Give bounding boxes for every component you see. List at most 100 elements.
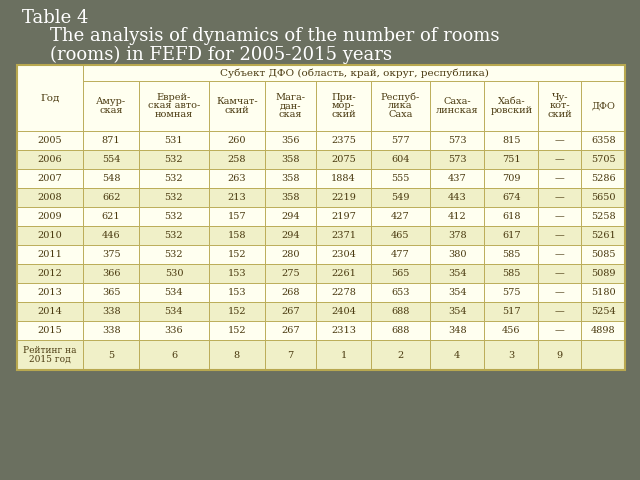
- Text: 577: 577: [391, 136, 410, 145]
- Text: 2006: 2006: [38, 155, 62, 164]
- FancyBboxPatch shape: [265, 245, 316, 264]
- Text: 153: 153: [227, 269, 246, 278]
- FancyBboxPatch shape: [316, 169, 371, 188]
- FancyBboxPatch shape: [484, 150, 538, 169]
- FancyBboxPatch shape: [209, 169, 265, 188]
- FancyBboxPatch shape: [538, 302, 581, 321]
- Text: 5: 5: [108, 350, 114, 360]
- FancyBboxPatch shape: [83, 321, 140, 340]
- FancyBboxPatch shape: [140, 131, 209, 150]
- Text: 2013: 2013: [38, 288, 63, 297]
- FancyBboxPatch shape: [484, 321, 538, 340]
- FancyBboxPatch shape: [140, 207, 209, 226]
- Text: 709: 709: [502, 174, 520, 183]
- Text: Год: Год: [40, 94, 60, 103]
- Text: 5258: 5258: [591, 212, 616, 221]
- FancyBboxPatch shape: [371, 283, 430, 302]
- FancyBboxPatch shape: [209, 207, 265, 226]
- Text: 2011: 2011: [38, 250, 63, 259]
- FancyBboxPatch shape: [484, 283, 538, 302]
- Text: 2007: 2007: [38, 174, 63, 183]
- Text: 157: 157: [227, 212, 246, 221]
- FancyBboxPatch shape: [538, 81, 581, 131]
- FancyBboxPatch shape: [83, 131, 140, 150]
- FancyBboxPatch shape: [209, 283, 265, 302]
- FancyBboxPatch shape: [316, 302, 371, 321]
- Text: 532: 532: [164, 231, 183, 240]
- Text: 2371: 2371: [331, 231, 356, 240]
- Text: 871: 871: [102, 136, 120, 145]
- FancyBboxPatch shape: [371, 302, 430, 321]
- FancyBboxPatch shape: [484, 264, 538, 283]
- Text: 338: 338: [102, 326, 120, 335]
- Text: Респуб-: Респуб-: [381, 93, 420, 102]
- Text: 3: 3: [508, 350, 515, 360]
- Text: 375: 375: [102, 250, 120, 259]
- FancyBboxPatch shape: [371, 226, 430, 245]
- Text: 5650: 5650: [591, 193, 616, 202]
- Text: 260: 260: [227, 136, 246, 145]
- FancyBboxPatch shape: [265, 283, 316, 302]
- Text: 354: 354: [448, 288, 467, 297]
- FancyBboxPatch shape: [484, 340, 538, 370]
- FancyBboxPatch shape: [17, 283, 83, 302]
- Text: 294: 294: [282, 231, 300, 240]
- Text: ская: ская: [99, 106, 123, 115]
- FancyBboxPatch shape: [430, 81, 484, 131]
- FancyBboxPatch shape: [316, 226, 371, 245]
- Text: 380: 380: [448, 250, 467, 259]
- Text: 534: 534: [164, 288, 183, 297]
- FancyBboxPatch shape: [371, 321, 430, 340]
- Text: кот-: кот-: [550, 101, 570, 110]
- Text: —: —: [555, 288, 564, 297]
- FancyBboxPatch shape: [484, 207, 538, 226]
- Text: Камчат-: Камчат-: [216, 97, 257, 106]
- FancyBboxPatch shape: [83, 81, 140, 131]
- Text: 815: 815: [502, 136, 520, 145]
- Text: 267: 267: [282, 326, 300, 335]
- FancyBboxPatch shape: [538, 131, 581, 150]
- FancyBboxPatch shape: [430, 340, 484, 370]
- FancyBboxPatch shape: [140, 169, 209, 188]
- FancyBboxPatch shape: [140, 245, 209, 264]
- FancyBboxPatch shape: [83, 245, 140, 264]
- Text: —: —: [555, 212, 564, 221]
- FancyBboxPatch shape: [430, 169, 484, 188]
- Text: Амур-: Амур-: [96, 97, 126, 106]
- Text: 573: 573: [448, 155, 467, 164]
- Text: 688: 688: [391, 307, 410, 316]
- FancyBboxPatch shape: [83, 150, 140, 169]
- FancyBboxPatch shape: [371, 81, 430, 131]
- Text: 275: 275: [282, 269, 300, 278]
- Text: 6: 6: [171, 350, 177, 360]
- FancyBboxPatch shape: [538, 340, 581, 370]
- FancyBboxPatch shape: [83, 226, 140, 245]
- Text: 8: 8: [234, 350, 240, 360]
- Text: 532: 532: [164, 250, 183, 259]
- Text: 534: 534: [164, 307, 183, 316]
- FancyBboxPatch shape: [316, 340, 371, 370]
- FancyBboxPatch shape: [209, 150, 265, 169]
- Text: Мага-: Мага-: [276, 93, 306, 102]
- Text: 662: 662: [102, 193, 120, 202]
- FancyBboxPatch shape: [140, 226, 209, 245]
- Text: 7: 7: [287, 350, 294, 360]
- Text: 585: 585: [502, 250, 520, 259]
- Text: Субъект ДФО (область, край, округ, республика): Субъект ДФО (область, край, округ, респу…: [220, 68, 488, 78]
- Text: 532: 532: [164, 174, 183, 183]
- Text: 5261: 5261: [591, 231, 616, 240]
- FancyBboxPatch shape: [581, 169, 625, 188]
- Text: Рейтинг на: Рейтинг на: [23, 347, 77, 355]
- Text: 356: 356: [282, 136, 300, 145]
- Text: ский: ский: [331, 110, 356, 119]
- FancyBboxPatch shape: [83, 283, 140, 302]
- FancyBboxPatch shape: [265, 340, 316, 370]
- Text: 354: 354: [448, 269, 467, 278]
- FancyBboxPatch shape: [209, 131, 265, 150]
- FancyBboxPatch shape: [371, 245, 430, 264]
- FancyBboxPatch shape: [316, 207, 371, 226]
- Text: ская: ская: [279, 110, 302, 119]
- FancyBboxPatch shape: [581, 226, 625, 245]
- Text: 618: 618: [502, 212, 520, 221]
- Text: 446: 446: [102, 231, 120, 240]
